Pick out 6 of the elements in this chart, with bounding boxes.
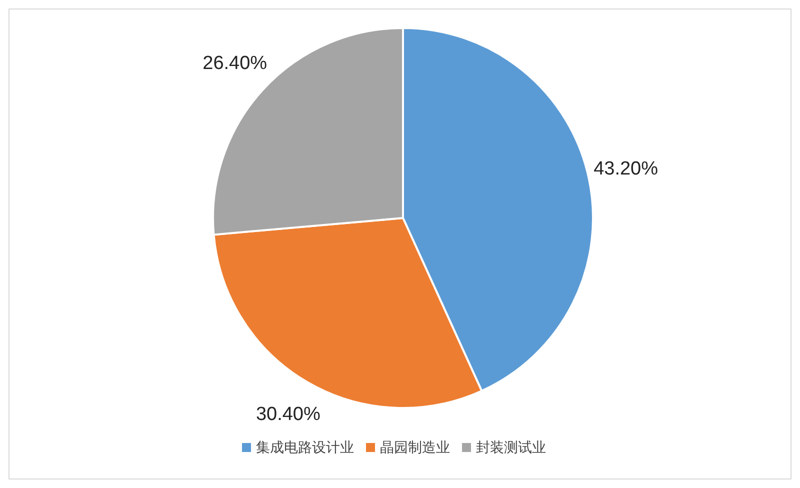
legend-label: 集成电路设计业	[256, 440, 354, 456]
legend-label: 封装测试业	[476, 440, 546, 456]
data-label: 43.20%	[594, 158, 658, 180]
legend-label: 晶园制造业	[380, 440, 450, 456]
data-label: 30.40%	[256, 404, 320, 425]
data-label: 26.40%	[202, 53, 268, 74]
